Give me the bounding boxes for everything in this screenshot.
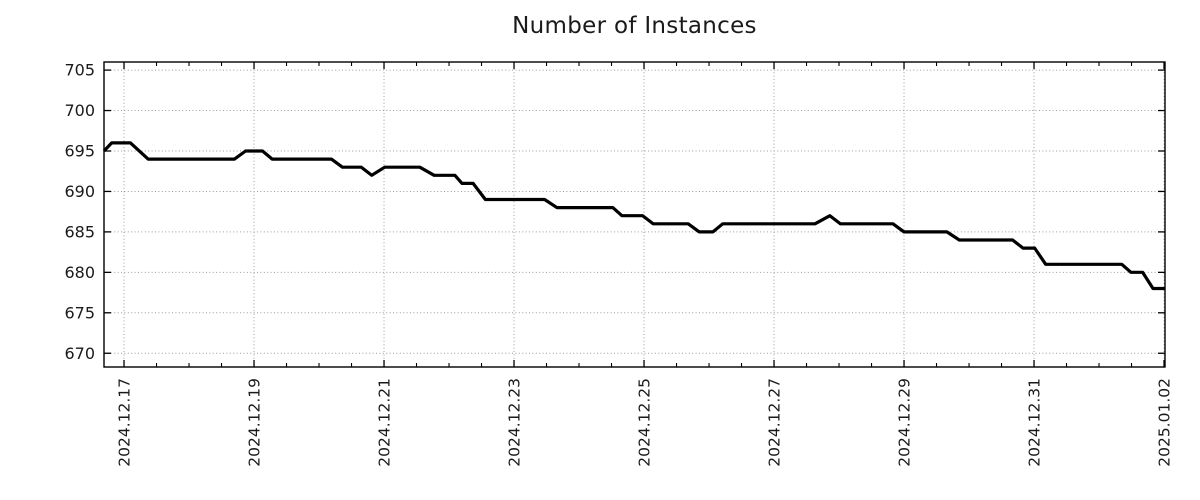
- y-tick-label: 705: [64, 61, 95, 80]
- y-tick-label: 680: [64, 263, 95, 282]
- x-tick-label: 2024.12.21: [376, 378, 394, 467]
- x-tick-label: 2024.12.29: [896, 378, 914, 467]
- series-line-instances: [102, 141, 1165, 291]
- x-tick-label: 2025.01.02: [1156, 378, 1174, 467]
- y-tick-label: 670: [64, 344, 95, 363]
- y-tick-label: 685: [64, 222, 95, 241]
- x-tick-label: 2024.12.27: [766, 378, 784, 467]
- x-tick-label: 2024.12.25: [636, 378, 654, 467]
- plot-frame: [103, 61, 1166, 368]
- x-tick-label: 2024.12.31: [1026, 378, 1044, 467]
- y-tick-label: 695: [64, 142, 95, 161]
- y-tick-label: 690: [64, 182, 95, 201]
- chart-title: Number of Instances: [512, 13, 757, 39]
- y-tick-label: 675: [64, 303, 95, 322]
- x-tick-label: 2024.12.23: [506, 378, 524, 467]
- x-tick-label: 2024.12.17: [116, 378, 134, 467]
- x-tick-label: 2024.12.19: [246, 378, 264, 467]
- y-tick-label: 700: [64, 101, 95, 120]
